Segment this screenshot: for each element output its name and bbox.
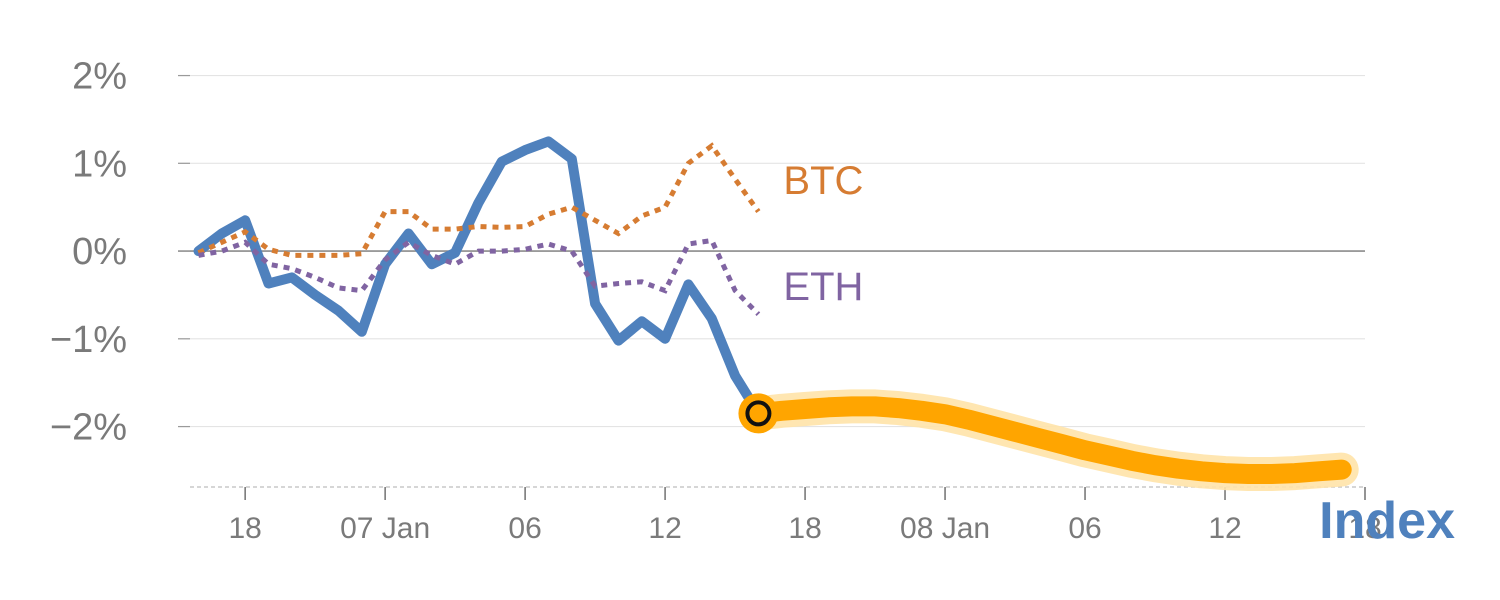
series-layer — [193, 136, 1359, 491]
grid-layer — [178, 74, 1365, 428]
x-tick-label: 06 — [508, 512, 541, 545]
forecast-line — [748, 396, 1352, 484]
current-point-marker — [745, 400, 772, 427]
index-series-line — [193, 136, 764, 419]
x-tick-label: 18 — [228, 512, 261, 545]
x-tick-label: 18 — [1348, 512, 1381, 545]
y-tick-label: −2% — [50, 407, 127, 449]
x-tick-label: 12 — [1208, 512, 1241, 545]
y-tick-label: 1% — [72, 143, 127, 185]
y-tick-label: −1% — [50, 319, 127, 361]
corner-index-label: Index — [1319, 492, 1455, 550]
x-tick-label: 12 — [648, 512, 681, 545]
series-label-btc: BTC — [783, 159, 863, 203]
axis-layer: 2% 1% 0% −1% −2% 18 07 Jan 06 12 18 08 Jan 06 12 18 — [50, 56, 1382, 545]
y-tick-label: 2% — [72, 56, 127, 98]
x-tick-label: 06 — [1068, 512, 1101, 545]
x-tick-label: 18 — [788, 512, 821, 545]
x-tick-label: 08 Jan — [900, 512, 990, 545]
x-tick-label: 07 Jan — [340, 512, 430, 545]
y-tick-label: 0% — [72, 231, 127, 273]
series-label-eth: ETH — [783, 265, 863, 309]
series-line-eth — [198, 237, 761, 316]
label-layer: BTC ETH Index — [783, 159, 1455, 550]
